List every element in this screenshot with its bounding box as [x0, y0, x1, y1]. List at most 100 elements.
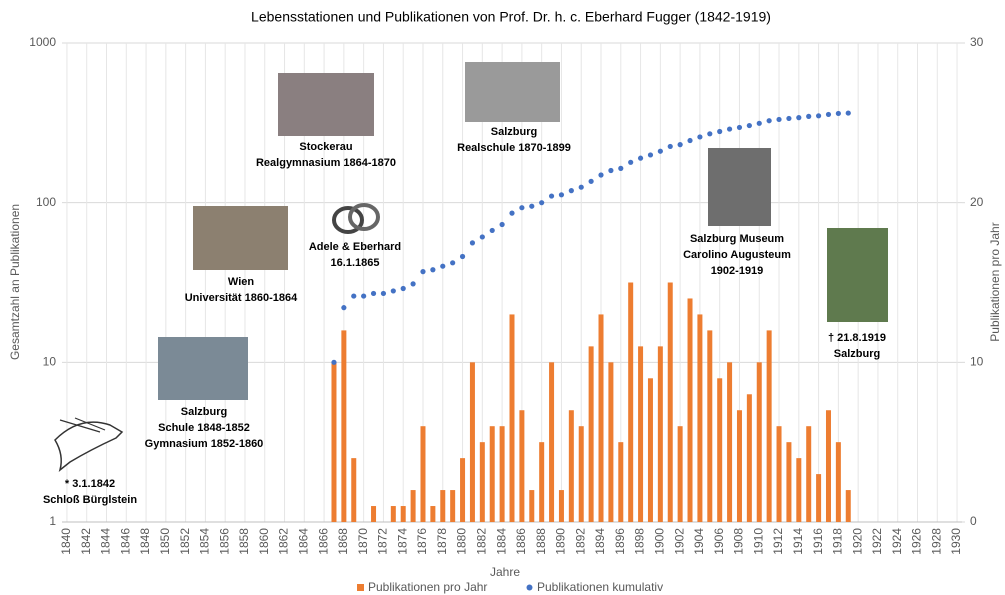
point: [569, 188, 574, 193]
annotation: 1902-1919: [711, 265, 764, 277]
point: [430, 267, 435, 272]
bar: [411, 490, 416, 522]
x-tick-label: 1912: [771, 528, 785, 555]
bar: [767, 330, 772, 522]
point: [638, 156, 643, 161]
bar: [599, 314, 604, 522]
x-tick-label: 1846: [118, 528, 132, 555]
annotation: Salzburg: [491, 126, 537, 138]
bar: [836, 442, 841, 522]
bar: [628, 283, 633, 523]
bar: [727, 362, 732, 522]
point: [836, 111, 841, 116]
point: [589, 179, 594, 184]
x-tick-label: 1926: [910, 528, 924, 555]
point: [331, 360, 336, 365]
rings: [334, 205, 378, 232]
x-tick-label: 1856: [217, 528, 231, 555]
x-tick-label: 1914: [791, 528, 805, 555]
y2-tick-label: 10: [970, 355, 984, 369]
point: [668, 144, 673, 149]
point: [490, 228, 495, 233]
y2-tick-label: 30: [970, 35, 984, 49]
point: [816, 113, 821, 118]
bar: [579, 426, 584, 522]
point: [608, 168, 613, 173]
x-tick-label: 1928: [929, 528, 943, 555]
x-tick-label: 1852: [178, 528, 192, 555]
point: [628, 160, 633, 165]
x-tick-label: 1842: [79, 528, 93, 555]
y2-axis-label: Publikationen pro Jahr: [988, 222, 1002, 341]
point: [776, 117, 781, 122]
x-tick-label: 1896: [613, 528, 627, 555]
x-tick-label: 1908: [732, 528, 746, 555]
bar: [786, 442, 791, 522]
bar: [470, 362, 475, 522]
x-tick-label: 1872: [376, 528, 390, 555]
point: [410, 281, 415, 286]
point: [509, 211, 514, 216]
bar: [846, 490, 851, 522]
x-axis-label: Jahre: [490, 565, 520, 579]
point: [361, 293, 366, 298]
bar: [420, 426, 425, 522]
x-tick-label: 1902: [672, 528, 686, 555]
y2-tick-label: 20: [970, 195, 984, 209]
bar: [529, 490, 534, 522]
x-tick-label: 1848: [138, 528, 152, 555]
photo-wien: [193, 206, 288, 270]
bar: [668, 283, 673, 523]
point: [697, 134, 702, 139]
x-tick-label: 1844: [99, 528, 113, 555]
annotation: Adele & Eberhard: [309, 241, 401, 253]
bar: [608, 362, 613, 522]
bar: [539, 442, 544, 522]
bar: [430, 506, 435, 522]
bar: [341, 330, 346, 522]
point: [460, 254, 465, 259]
point: [500, 222, 505, 227]
photo-museum: [708, 148, 771, 226]
point: [549, 193, 554, 198]
point: [618, 166, 623, 171]
point: [786, 116, 791, 121]
x-tick-label: 1840: [59, 528, 73, 555]
point: [559, 192, 564, 197]
legend-swatch: [527, 585, 533, 591]
annotation: † 21.8.1919: [828, 332, 886, 344]
bar: [460, 458, 465, 522]
x-tick-label: 1892: [573, 528, 587, 555]
photo-stockerau: [278, 73, 374, 136]
point: [717, 129, 722, 134]
legend-swatch: [357, 584, 364, 591]
bar: [450, 490, 455, 522]
bar: [638, 346, 643, 522]
point: [450, 260, 455, 265]
bar: [737, 410, 742, 522]
point: [401, 286, 406, 291]
x-tick-label: 1850: [158, 528, 172, 555]
y-tick-label: 100: [36, 195, 56, 209]
bar: [331, 362, 336, 522]
bar: [747, 394, 752, 522]
bar: [796, 458, 801, 522]
annotation: Carolino Augusteum: [683, 249, 791, 261]
point: [796, 115, 801, 120]
x-tick-label: 1866: [316, 528, 330, 555]
annotation: Wien: [228, 276, 254, 288]
bar: [549, 362, 554, 522]
x-tick-label: 1876: [415, 528, 429, 555]
bar: [618, 442, 623, 522]
point: [391, 288, 396, 293]
annotation: 16.1.1865: [331, 257, 380, 269]
annotation: * 3.1.1842: [65, 478, 115, 490]
x-tick-label: 1870: [356, 528, 370, 555]
x-tick-label: 1922: [870, 528, 884, 555]
bar: [569, 410, 574, 522]
bar: [678, 426, 683, 522]
chart-title: Lebensstationen und Publikationen von Pr…: [251, 9, 771, 25]
point: [737, 125, 742, 130]
x-tick-label: 1920: [850, 528, 864, 555]
stork: [55, 422, 122, 470]
